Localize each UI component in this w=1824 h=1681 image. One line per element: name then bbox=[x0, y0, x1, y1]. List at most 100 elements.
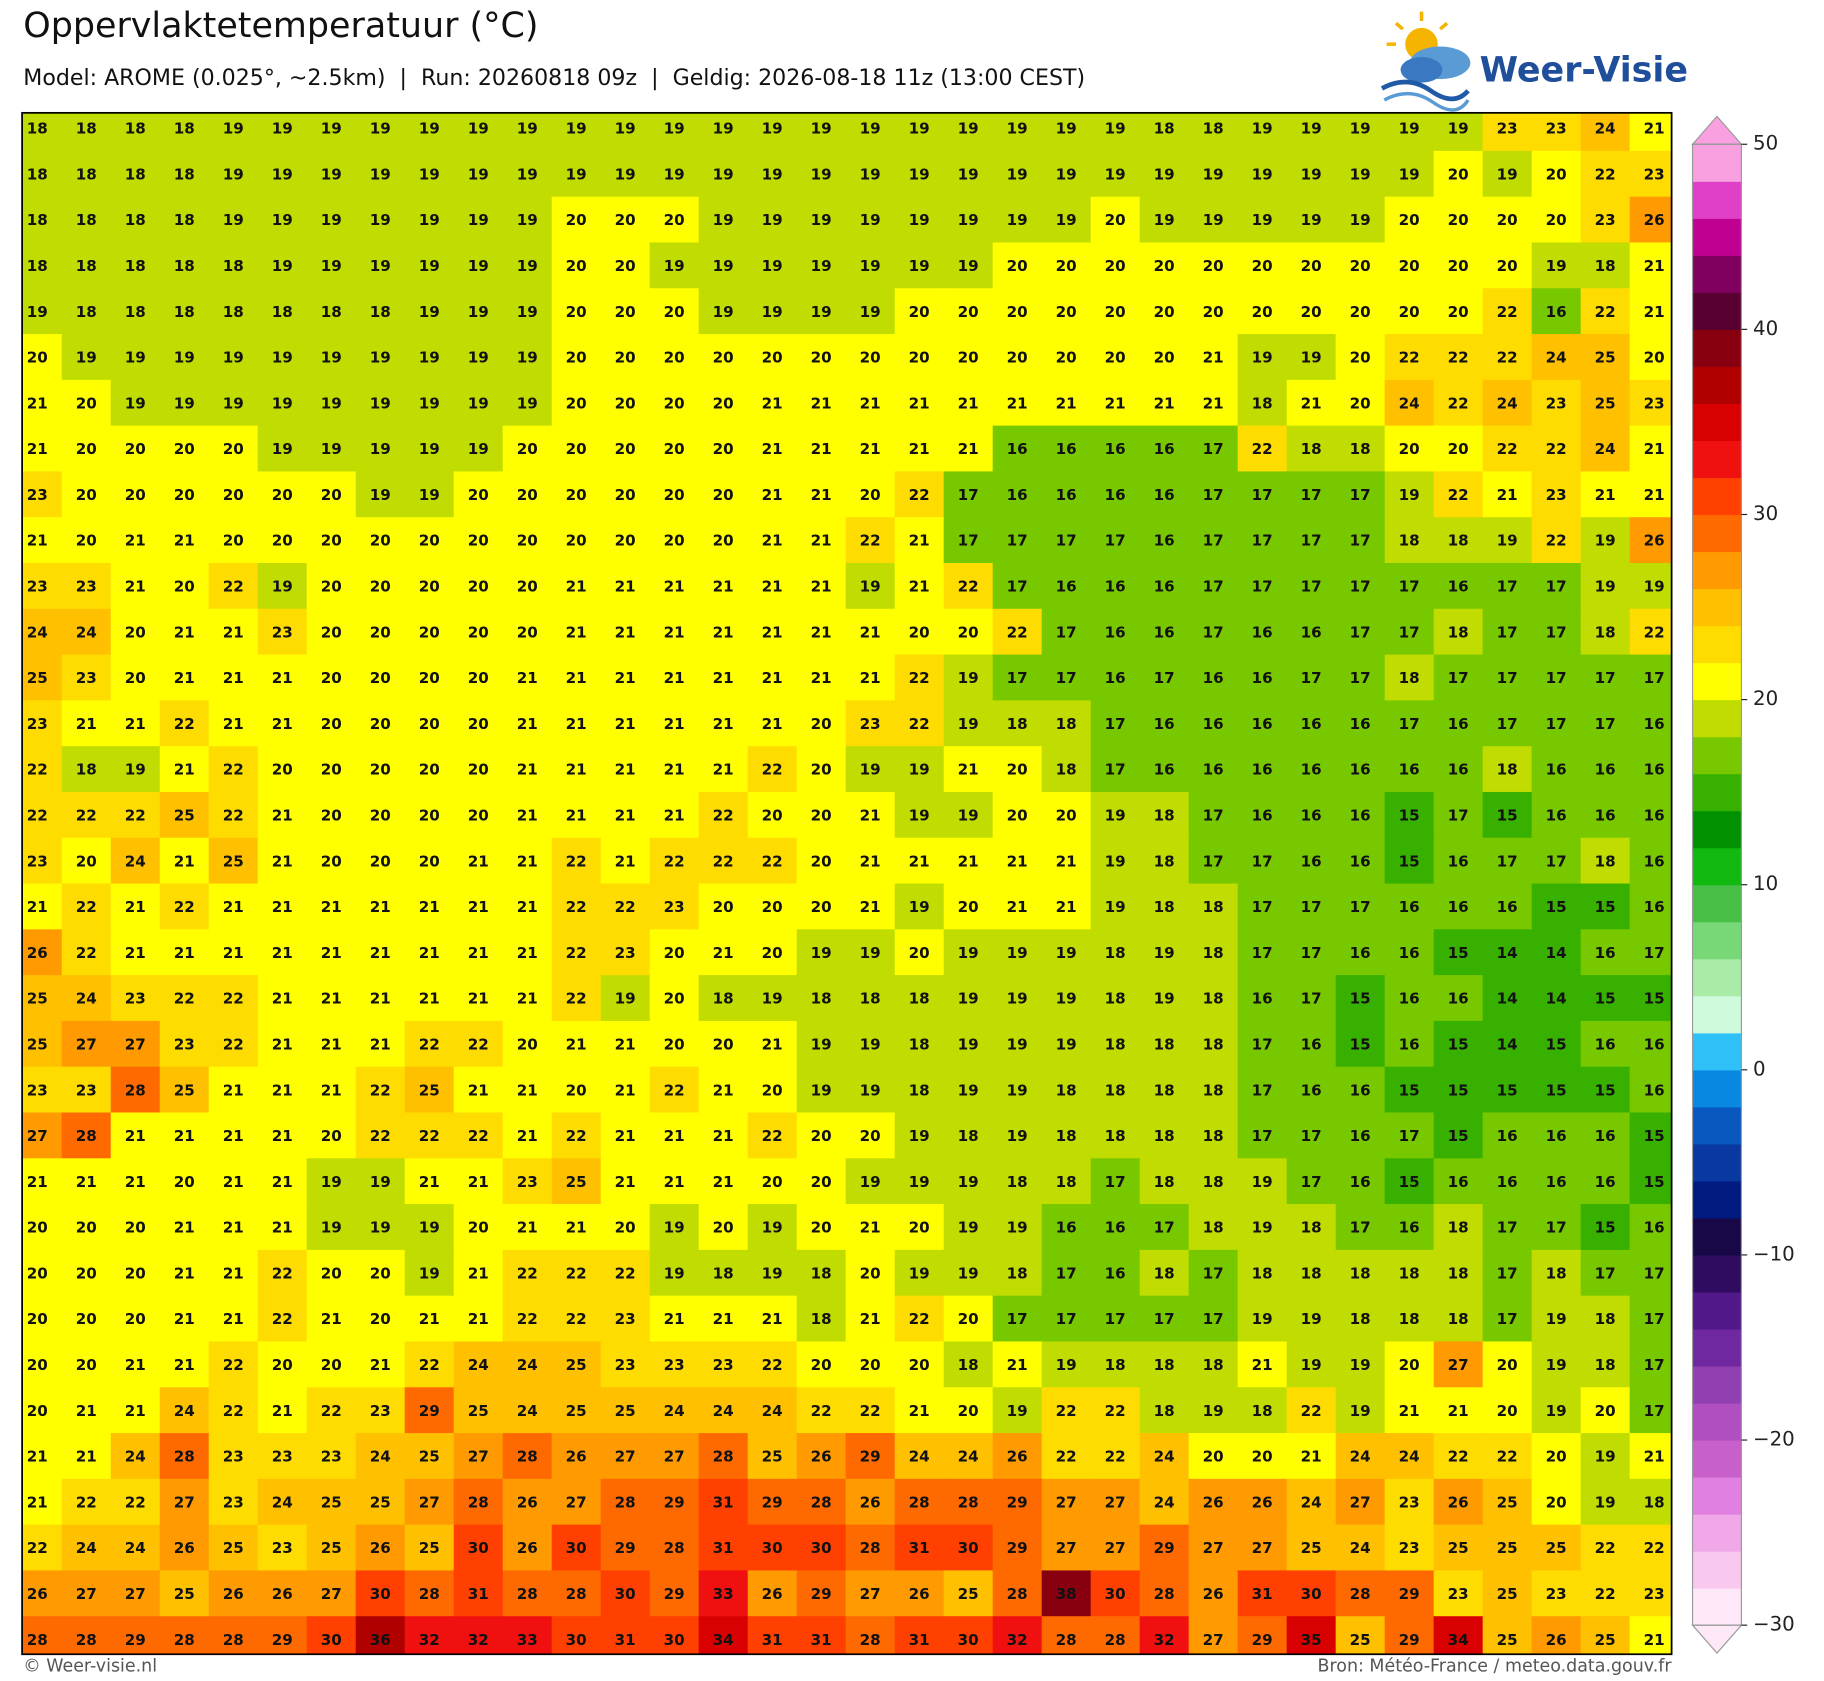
temperature-cell bbox=[1580, 517, 1631, 564]
temperature-cell bbox=[796, 517, 847, 564]
temperature-label: 21 bbox=[615, 852, 636, 870]
temperature-cell bbox=[110, 334, 161, 381]
temperature-label: 25 bbox=[615, 1402, 636, 1420]
temperature-cell bbox=[551, 196, 602, 244]
colorbar-band bbox=[1692, 1217, 1742, 1256]
temperature-label: 28 bbox=[664, 1539, 685, 1557]
temperature-cell bbox=[747, 112, 798, 152]
temperature-cell bbox=[208, 929, 259, 976]
temperature-label: 19 bbox=[272, 211, 293, 229]
temperature-cell bbox=[110, 929, 161, 976]
temperature-label: 18 bbox=[27, 257, 48, 275]
temperature-label: 19 bbox=[909, 898, 930, 916]
temperature-label: 15 bbox=[1546, 1081, 1567, 1099]
temperature-label: 31 bbox=[1252, 1585, 1273, 1603]
temperature-label: 18 bbox=[1595, 1356, 1616, 1374]
temperature-cell bbox=[404, 334, 455, 381]
temperature-cell bbox=[1433, 517, 1484, 564]
temperature-cell bbox=[992, 883, 1043, 931]
temperature-label: 18 bbox=[1154, 1127, 1175, 1145]
temperature-label: 27 bbox=[566, 1493, 587, 1511]
temperature-cell bbox=[894, 288, 945, 335]
temperature-label: 21 bbox=[860, 852, 881, 870]
colorbar-band bbox=[1692, 1551, 1742, 1589]
temperature-cell bbox=[355, 837, 406, 885]
temperature-label: 18 bbox=[1399, 532, 1420, 550]
temperature-label: 18 bbox=[1399, 669, 1420, 687]
temperature-cell bbox=[747, 700, 798, 747]
temperature-label: 25 bbox=[1448, 1539, 1469, 1557]
temperature-cell bbox=[355, 700, 406, 747]
temperature-cell bbox=[502, 150, 553, 198]
temperature-label: 20 bbox=[713, 486, 734, 504]
temperature-cell bbox=[110, 288, 161, 335]
temperature-label: 16 bbox=[1448, 990, 1469, 1008]
temperature-label: 20 bbox=[1252, 257, 1273, 275]
temperature-cell bbox=[1335, 975, 1386, 1022]
temperature-label: 20 bbox=[174, 1173, 195, 1191]
temperature-cell bbox=[159, 196, 210, 244]
temperature-cell bbox=[992, 608, 1043, 656]
temperature-label: 20 bbox=[958, 898, 979, 916]
temperature-label: 20 bbox=[615, 257, 636, 275]
temperature-label: 23 bbox=[223, 1493, 244, 1511]
temperature-cell bbox=[502, 288, 553, 335]
temperature-label: 18 bbox=[1301, 440, 1322, 458]
temperature-label: 19 bbox=[1007, 1127, 1028, 1145]
temperature-label: 19 bbox=[762, 1219, 783, 1237]
temperature-label: 22 bbox=[762, 1127, 783, 1145]
temperature-label: 20 bbox=[468, 669, 489, 687]
temperature-label: 26 bbox=[1203, 1585, 1224, 1603]
temperature-label: 19 bbox=[713, 257, 734, 275]
temperature-cell bbox=[796, 562, 847, 610]
temperature-label: 20 bbox=[664, 486, 685, 504]
temperature-label: 18 bbox=[1644, 1493, 1665, 1511]
temperature-label: 19 bbox=[517, 120, 538, 138]
temperature-cell bbox=[61, 425, 112, 473]
temperature-label: 19 bbox=[321, 165, 342, 183]
temperature-cell bbox=[1090, 608, 1141, 656]
temperature-label: 21 bbox=[1203, 349, 1224, 367]
temperature-label: 22 bbox=[76, 944, 97, 962]
temperature-label: 24 bbox=[1301, 1493, 1322, 1511]
temperature-label: 25 bbox=[419, 1448, 440, 1466]
temperature-label: 18 bbox=[1154, 852, 1175, 870]
temperature-cell bbox=[747, 334, 798, 381]
temperature-cell bbox=[698, 700, 749, 747]
temperature-label: 35 bbox=[1301, 1631, 1322, 1649]
temperature-cell bbox=[796, 471, 847, 518]
temperature-label: 20 bbox=[566, 440, 587, 458]
temperature-cell bbox=[1335, 334, 1386, 381]
temperature-cell bbox=[1629, 837, 1672, 885]
temperature-cell bbox=[1237, 929, 1288, 976]
temperature-cell bbox=[747, 654, 798, 702]
temperature-label: 20 bbox=[958, 623, 979, 641]
temperature-label: 19 bbox=[321, 120, 342, 138]
temperature-label: 19 bbox=[1595, 1448, 1616, 1466]
temperature-label: 25 bbox=[27, 990, 48, 1008]
temperature-label: 31 bbox=[468, 1585, 489, 1603]
temperature-cell bbox=[110, 608, 161, 656]
temperature-label: 19 bbox=[272, 394, 293, 412]
temperature-cell bbox=[1335, 242, 1386, 289]
temperature-label: 26 bbox=[1546, 1631, 1567, 1649]
temperature-label: 17 bbox=[1007, 669, 1028, 687]
temperature-label: 20 bbox=[1252, 1448, 1273, 1466]
temperature-label: 23 bbox=[1595, 211, 1616, 229]
temperature-cell bbox=[61, 112, 112, 152]
temperature-cell bbox=[1237, 242, 1288, 289]
temperature-cell bbox=[208, 837, 259, 885]
colorbar-band bbox=[1692, 1440, 1742, 1478]
temperature-cell bbox=[22, 471, 63, 518]
temperature-cell bbox=[649, 242, 700, 289]
temperature-label: 27 bbox=[1350, 1493, 1371, 1511]
temperature-label: 20 bbox=[566, 1081, 587, 1099]
temperature-label: 20 bbox=[664, 440, 685, 458]
temperature-label: 21 bbox=[958, 761, 979, 779]
temperature-cell bbox=[943, 379, 994, 427]
temperature-label: 22 bbox=[1301, 1402, 1322, 1420]
temperature-label: 21 bbox=[370, 944, 391, 962]
temperature-cell bbox=[453, 837, 504, 885]
temperature-label: 18 bbox=[174, 120, 195, 138]
temperature-label: 21 bbox=[321, 1081, 342, 1099]
